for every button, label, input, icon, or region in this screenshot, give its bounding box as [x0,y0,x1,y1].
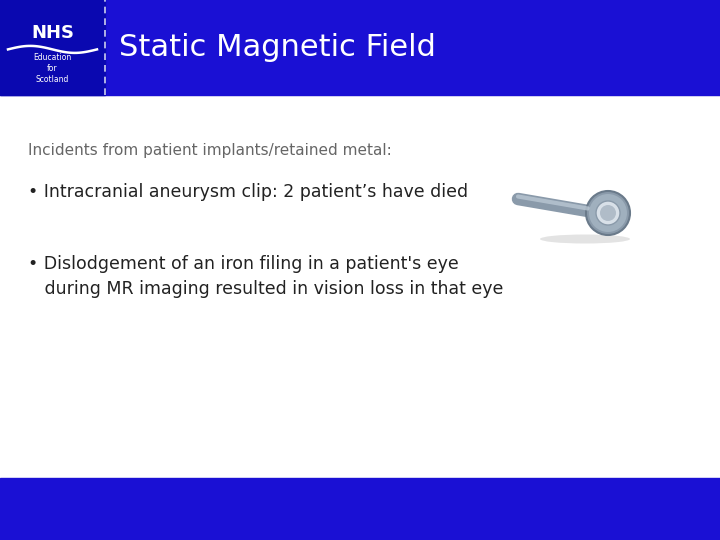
Bar [0,0,105,95]
Bar [0,478,720,540]
Ellipse shape [540,234,630,244]
Text: NHS: NHS [31,24,74,42]
Circle shape [589,194,627,232]
Circle shape [596,201,620,225]
Bar [0,0,720,95]
Text: Static Magnetic Field: Static Magnetic Field [119,33,436,62]
Circle shape [600,205,616,221]
Circle shape [586,191,630,235]
Text: during MR imaging resulted in vision loss in that eye: during MR imaging resulted in vision los… [28,280,503,298]
Text: • Dislodgement of an iron filing in a patient's eye: • Dislodgement of an iron filing in a pa… [28,255,459,273]
Text: • Intracranial aneurysm clip: 2 patient’s have died: • Intracranial aneurysm clip: 2 patient’… [28,183,468,201]
Text: Incidents from patient implants/retained metal:: Incidents from patient implants/retained… [28,143,392,158]
Text: Education
for
Scotland: Education for Scotland [33,53,71,84]
